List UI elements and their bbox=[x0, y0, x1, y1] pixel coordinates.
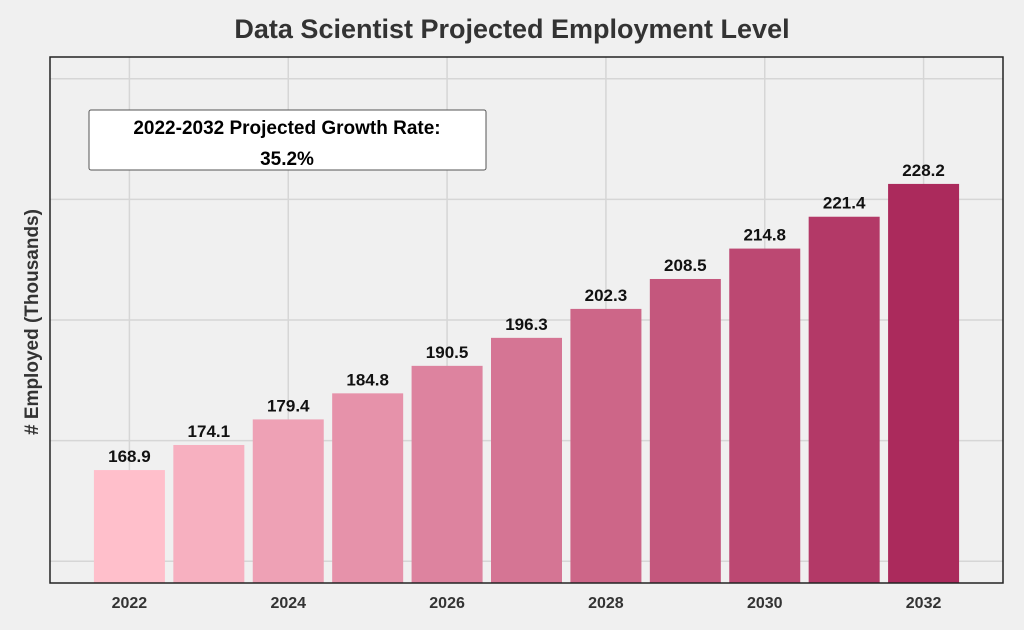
bar-2032 bbox=[888, 183, 960, 583]
data-label-2025: 184.8 bbox=[346, 370, 389, 389]
bar-2023 bbox=[173, 444, 245, 583]
data-label-2032: 228.2 bbox=[902, 161, 945, 180]
x-tick-label: 2032 bbox=[906, 595, 942, 612]
data-label-2024: 179.4 bbox=[267, 396, 310, 415]
data-label-2028: 202.3 bbox=[585, 286, 628, 305]
bar-2029 bbox=[649, 278, 721, 583]
bar-2028 bbox=[570, 308, 642, 583]
x-tick-label: 2030 bbox=[747, 595, 783, 612]
data-label-2030: 214.8 bbox=[743, 226, 786, 245]
data-label-2027: 196.3 bbox=[505, 315, 548, 334]
bar-2030 bbox=[729, 248, 801, 583]
data-label-2026: 190.5 bbox=[426, 343, 469, 362]
data-label-2023: 174.1 bbox=[188, 422, 231, 441]
plot-border bbox=[49, 56, 1004, 584]
bar-2022 bbox=[93, 470, 165, 583]
annotation-line1: 2022-2032 Projected Growth Rate: bbox=[133, 118, 440, 139]
x-tick-label: 2024 bbox=[270, 595, 306, 612]
data-label-2029: 208.5 bbox=[664, 256, 707, 275]
annotation-line2: 35.2% bbox=[260, 149, 314, 170]
annotation-box bbox=[88, 109, 487, 171]
bar-2027 bbox=[491, 337, 562, 583]
bar-2024 bbox=[252, 419, 324, 583]
bar-2026 bbox=[411, 365, 483, 583]
chart-title: Data Scientist Projected Employment Leve… bbox=[234, 14, 790, 44]
x-tick-label: 2026 bbox=[429, 595, 465, 612]
data-label-2022: 168.9 bbox=[108, 447, 151, 466]
data-label-2031: 221.4 bbox=[823, 194, 866, 213]
bar-2025 bbox=[332, 393, 404, 583]
x-tick-label: 2028 bbox=[588, 595, 624, 612]
bar-2031 bbox=[808, 216, 880, 583]
x-tick-label: 2022 bbox=[112, 595, 148, 612]
